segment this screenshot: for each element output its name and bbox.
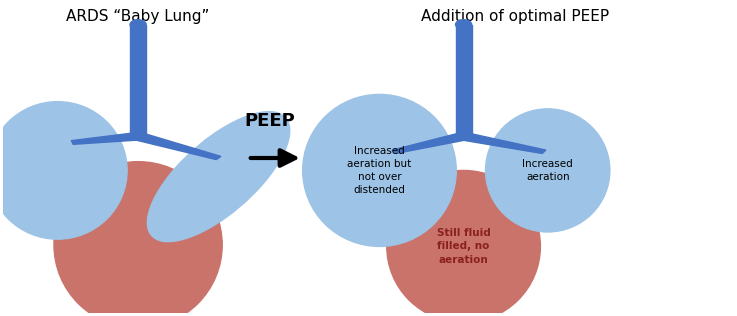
Ellipse shape [455,20,472,29]
Ellipse shape [0,102,127,239]
Text: PEEP: PEEP [245,112,295,130]
Polygon shape [392,133,468,154]
Ellipse shape [486,109,610,232]
Text: Increased
aeration but
not over
distended: Increased aeration but not over distende… [347,146,411,195]
Polygon shape [71,133,140,144]
Text: Increased
aeration: Increased aeration [523,159,573,182]
Text: Still fluid
filled, no
aeration: Still fluid filled, no aeration [437,228,490,265]
Text: ARDS “Baby Lung”: ARDS “Baby Lung” [66,9,210,24]
Ellipse shape [147,112,290,242]
Text: Addition of optimal PEEP: Addition of optimal PEEP [421,9,609,24]
Bar [130,25,146,139]
Ellipse shape [387,170,540,316]
Ellipse shape [130,20,146,29]
Ellipse shape [54,162,223,316]
Polygon shape [460,133,546,154]
Polygon shape [133,133,221,160]
Bar [455,25,472,139]
Ellipse shape [303,94,456,246]
